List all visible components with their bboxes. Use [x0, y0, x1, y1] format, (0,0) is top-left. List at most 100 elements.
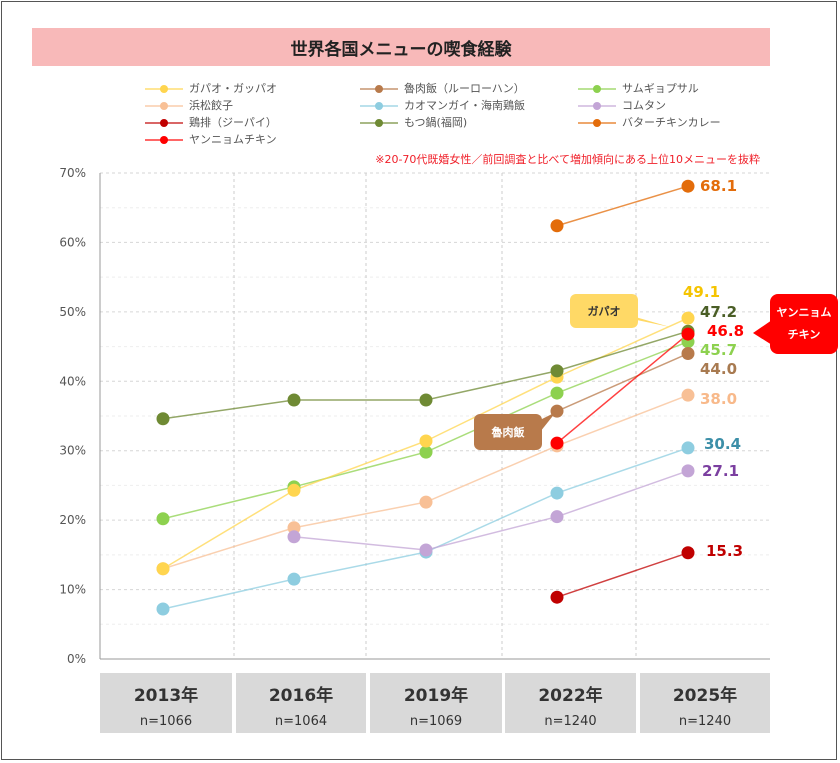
- series-line: [162, 341, 689, 520]
- chart-title: 世界各国メニューの喫食経験: [32, 28, 770, 66]
- data-point: [681, 347, 695, 361]
- y-tick-label: 70%: [59, 166, 86, 180]
- year-label: 2022年: [538, 686, 603, 706]
- legend-label: バターチキンカレー: [622, 116, 721, 129]
- chart-note: ※20-70代既婚女性／前回調査と比べて増加傾向にある上位10メニューを抜粋: [375, 153, 760, 166]
- y-tick-label: 40%: [59, 374, 86, 388]
- legend-marker-icon: [578, 101, 616, 110]
- year-label: 2019年: [403, 686, 469, 706]
- category-label: 2016年 n=1064: [236, 673, 366, 733]
- legend-label: 鶏排（ジーパイ）: [189, 116, 277, 129]
- legend-marker-icon: [578, 118, 616, 127]
- legend-label: ヤンニョムチキン: [189, 133, 277, 146]
- data-point: [550, 219, 564, 233]
- data-point: [681, 179, 695, 193]
- callout-pointer: [753, 320, 772, 345]
- data-point: [419, 445, 433, 459]
- legend-item: カオマンガイ・海南鶏飯: [360, 99, 525, 112]
- y-tick-label: 50%: [59, 305, 86, 319]
- series-line: [556, 352, 689, 412]
- callout-yangnyeom-line2: チキン: [787, 328, 821, 341]
- data-point: [287, 530, 301, 544]
- legend-item: ガパオ・ガッパオ: [145, 82, 277, 95]
- legend-label: コムタン: [622, 99, 666, 112]
- data-point: [287, 521, 301, 535]
- data-label: 68.1: [700, 177, 737, 195]
- legend-label: もつ鍋(福岡): [404, 116, 468, 129]
- legend-item: 鶏排（ジーパイ）: [145, 116, 277, 129]
- data-point: [681, 311, 695, 325]
- data-label: 38.0: [700, 390, 737, 408]
- data-point: [156, 602, 170, 616]
- data-point: [550, 386, 564, 400]
- sample-size: n=1066: [139, 714, 193, 729]
- series-line: [556, 552, 689, 598]
- data-point: [419, 393, 433, 407]
- data-point: [681, 464, 695, 478]
- legend-label: 魯肉飯（ルーローハン）: [404, 82, 525, 95]
- sample-size: n=1240: [678, 714, 732, 729]
- legend-marker-icon: [360, 84, 398, 93]
- series-line: [556, 185, 689, 227]
- data-point: [287, 483, 301, 497]
- legend-marker-icon: [360, 118, 398, 127]
- data-point: [550, 510, 564, 524]
- sample-size: n=1240: [544, 714, 597, 729]
- y-tick-label: 20%: [59, 513, 86, 527]
- series-line: [293, 470, 689, 551]
- callout-lurouhan: 魯肉飯: [474, 414, 542, 450]
- legend-marker-icon: [360, 101, 398, 110]
- legend-label: ガパオ・ガッパオ: [189, 82, 277, 95]
- data-label: 30.4: [704, 435, 741, 453]
- y-tick-label: 60%: [59, 235, 86, 249]
- category-label: 2025年 n=1240: [640, 673, 770, 733]
- callout-yangnyeom-line1: ヤンニョム: [776, 306, 832, 319]
- series-line: [162, 447, 689, 610]
- legend-marker-icon: [145, 118, 183, 127]
- data-point: [419, 495, 433, 509]
- year-label: 2025年: [672, 686, 738, 706]
- data-point: [681, 546, 695, 560]
- year-label: 2013年: [133, 686, 199, 706]
- data-label: 44.0: [700, 360, 737, 378]
- legend-marker-icon: [578, 84, 616, 93]
- data-point: [550, 486, 564, 500]
- series-line: [556, 333, 689, 444]
- data-point: [287, 572, 301, 586]
- data-point: [681, 441, 695, 455]
- sample-size: n=1064: [274, 714, 328, 729]
- legend-item: サムギョプサル: [578, 82, 699, 95]
- category-label: 2019年 n=1069: [370, 673, 502, 733]
- legend-marker-icon: [145, 101, 183, 110]
- data-point: [419, 543, 433, 557]
- y-tick-label: 10%: [59, 583, 86, 597]
- legend-item: もつ鍋(福岡): [360, 116, 467, 129]
- data-label: 27.1: [702, 462, 739, 480]
- data-point: [287, 393, 301, 407]
- legend-item: コムタン: [578, 99, 666, 112]
- category-label: 2022年 n=1240: [505, 673, 636, 733]
- data-point: [550, 590, 564, 604]
- data-point: [156, 412, 170, 426]
- y-tick-label: 30%: [59, 444, 86, 458]
- legend-item: ヤンニョムチキン: [145, 133, 277, 146]
- data-label: 47.2: [700, 303, 737, 321]
- legend-label: カオマンガイ・海南鶏飯: [404, 99, 525, 112]
- category-label: 2013年 n=1066: [100, 673, 232, 733]
- legend-item: バターチキンカレー: [578, 116, 721, 129]
- callout-gapao: ガパオ: [570, 294, 638, 328]
- y-tick-label: 0%: [67, 652, 86, 666]
- legend-marker-icon: [145, 84, 183, 93]
- data-label: 15.3: [706, 542, 743, 560]
- data-label: 45.7: [700, 341, 737, 359]
- year-label: 2016年: [268, 686, 334, 706]
- callout-yangnyeom: ヤンニョム チキン: [770, 294, 838, 354]
- data-label: 49.1: [683, 283, 720, 301]
- series-line: [162, 394, 689, 570]
- data-point: [681, 327, 695, 341]
- data-point: [550, 436, 564, 450]
- callout-gapao-text: ガパオ: [570, 294, 638, 328]
